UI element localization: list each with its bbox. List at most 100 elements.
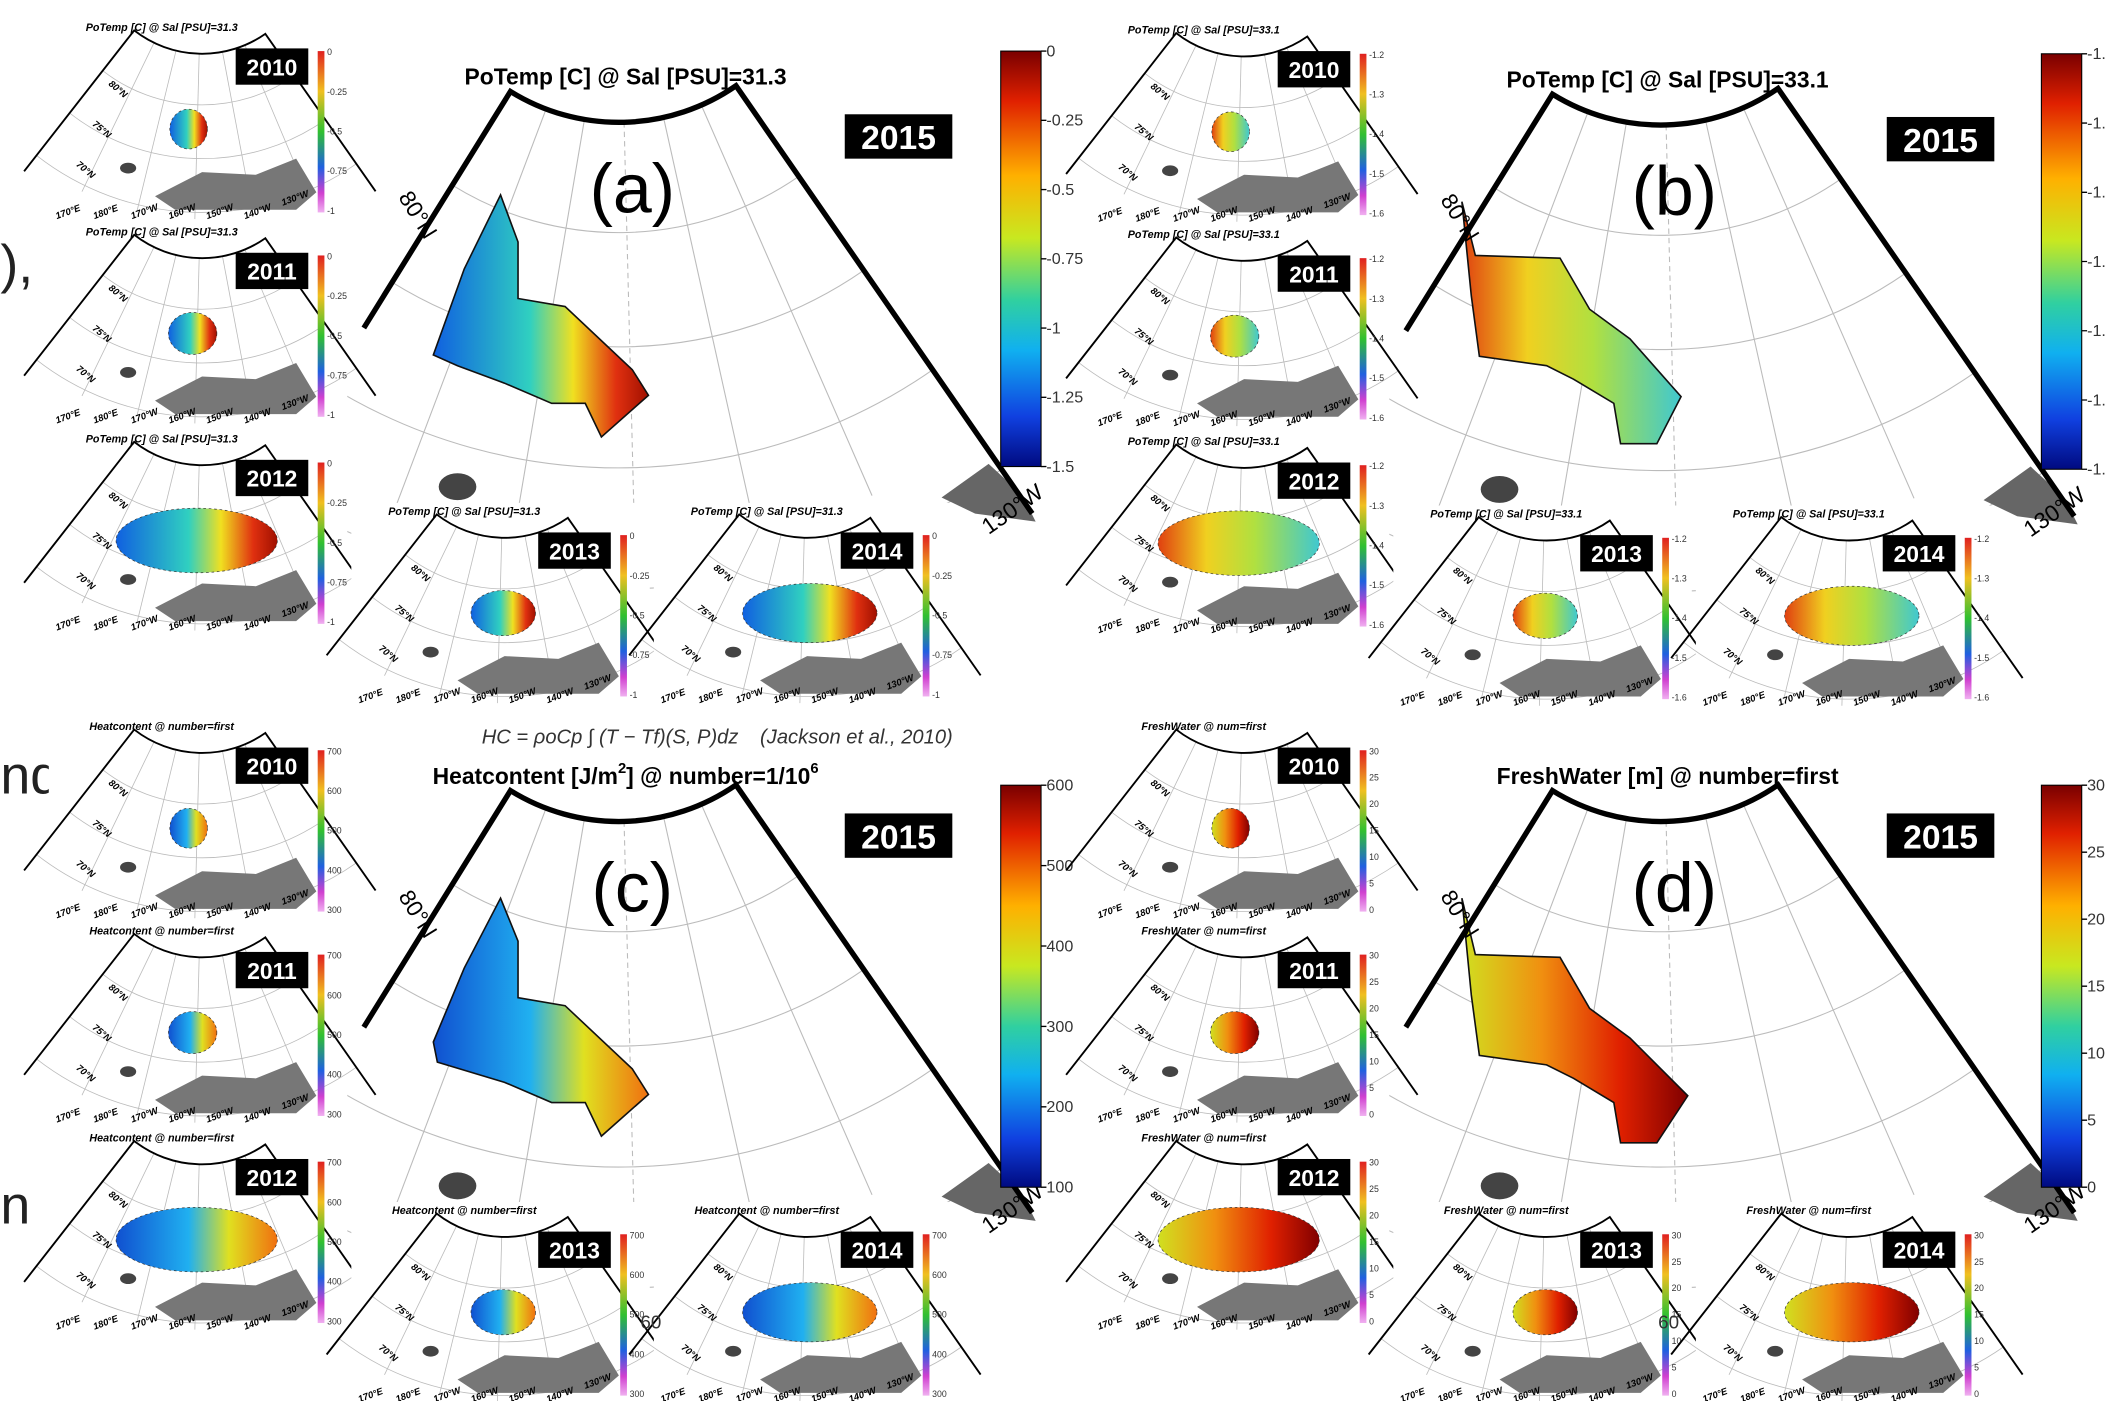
inset-colorbar-tick-label: 5 [1369,1083,1374,1093]
map-frame [1367,515,1721,679]
inset-colorbar-tick-label: 300 [932,1389,947,1399]
inset-colorbar-tick-label: -0.75 [630,650,650,660]
year-label: 2012 [1289,468,1340,494]
map-frame [1065,728,1419,892]
island [1162,861,1179,873]
meridian-line [1123,45,1197,195]
inset-colorbar-tick-label: 30 [1369,746,1379,756]
inset-colorbar-tick-label: 400 [630,1349,645,1359]
inset-colorbar [620,1234,627,1396]
inset-colorbar [922,535,930,697]
inset-colorbar-tick-label: -0.25 [327,291,347,301]
inset-colorbar-tick-label: 20 [1672,1283,1682,1293]
year-box [235,48,309,85]
map-frame [1670,515,2024,679]
inset-colorbar-tick-label: 300 [327,905,342,915]
island [1162,165,1179,177]
meridian-line [136,954,177,1115]
island [725,646,742,658]
inset-colorbar-tick-label: 20 [1369,1211,1379,1221]
title-part: PoTemp [C] @ Sal [PSU]=33.1 [1507,66,1829,92]
meridian-line [136,749,177,911]
inset-colorbar [1359,954,1367,1116]
inset-colorbar-tick-label: 0 [630,531,635,541]
inset-colorbar [1359,465,1367,627]
inset-colorbar-tick-label: 300 [630,1389,645,1399]
meridian-line [1481,1233,1521,1395]
meridian-line [1665,124,1678,552]
inset-colorbar-tick-label: 700 [327,951,342,961]
citation: (Jackson et al., 2010) [760,727,953,749]
colorbar-tick-label: 200 [1046,1098,1073,1116]
colorbar-tick-label: -1. [2087,184,2106,202]
inset-title: PoTemp [C] @ Sal [PSU]=31.3 [86,22,238,34]
colorbar-tick-label: 0 [1046,42,1055,60]
meridian-line [1178,749,1219,911]
map-frame [361,82,1035,516]
colorbar-tick-label: -1.5 [1046,458,1074,476]
colorbar-tick-label: 30 [2087,777,2105,795]
year-label: 2012 [1289,1165,1340,1191]
island [422,646,439,658]
inset-title: Heatcontent @ number=first [694,1205,839,1217]
inset-colorbar [620,535,627,697]
inset-title: FreshWater @ num=first [1141,1133,1266,1145]
meridian-line [1123,1153,1197,1303]
meridian-line [1123,249,1197,399]
data-field [742,1282,878,1343]
meridian-line [136,254,177,416]
inset-colorbar [1662,537,1669,700]
inset-colorbar-tick-label: -0.5 [327,331,342,341]
inset-colorbar-tick-label: 25 [1369,977,1379,987]
data-field [1461,897,1689,1144]
inset-colorbar-tick-label: -0.25 [932,571,952,581]
year-box [235,951,309,989]
island [438,1172,477,1200]
inset-colorbar-tick-label: -0.25 [327,87,347,97]
island [1162,1273,1179,1285]
year-label: 2011 [247,259,297,285]
year-box [1886,813,1995,858]
map-frame [1403,84,2077,518]
colorbar-tick-label: -0.5 [1046,181,1074,199]
inset-colorbar-tick-label: 30 [1672,1230,1682,1240]
inset-colorbar-tick-label: -1.3 [1369,501,1384,511]
map-frame [23,728,377,892]
land [1197,572,1359,624]
map-frame [1065,1139,1419,1303]
meridian-line [1178,53,1219,215]
cropped-text: ), [0,234,33,294]
title-part: ] @ number=1/10 [626,763,810,789]
land [155,1062,317,1114]
island [120,162,137,174]
panel-letter: (d) [1632,849,1717,927]
data-field [1512,1289,1578,1336]
colorbar-tick-label: 15 [2087,978,2105,996]
inset-title: Heatcontent @ number=first [89,721,234,733]
panel-title: FreshWater [m] @ number=first [1497,763,1839,789]
inset-colorbar-tick-label: 300 [327,1316,342,1326]
inset-colorbar-tick-label: -1.5 [1672,653,1687,663]
colorbar-tick-label: 600 [1046,777,1073,795]
latitude-line [328,1068,933,1168]
meridian-line [1704,120,1799,537]
island [1464,1345,1481,1357]
colorbar-tick-label: -1.25 [1046,389,1083,407]
inset-title: PoTemp [C] @ Sal [PSU]=31.3 [388,506,540,518]
inset-colorbar-tick-label: 600 [327,990,342,1000]
island [120,861,137,873]
inset-colorbar-tick-label: -1.2 [1974,534,1989,544]
island [1162,576,1179,588]
year-label: 2010 [247,753,298,779]
year-label: 2012 [247,466,298,492]
colorbar [2040,784,2083,1188]
year-label: 2015 [861,120,936,157]
inset-colorbar-tick-label: -0.25 [630,571,650,581]
inset-colorbar-tick-label: -0.5 [630,610,645,620]
island [1767,649,1784,661]
